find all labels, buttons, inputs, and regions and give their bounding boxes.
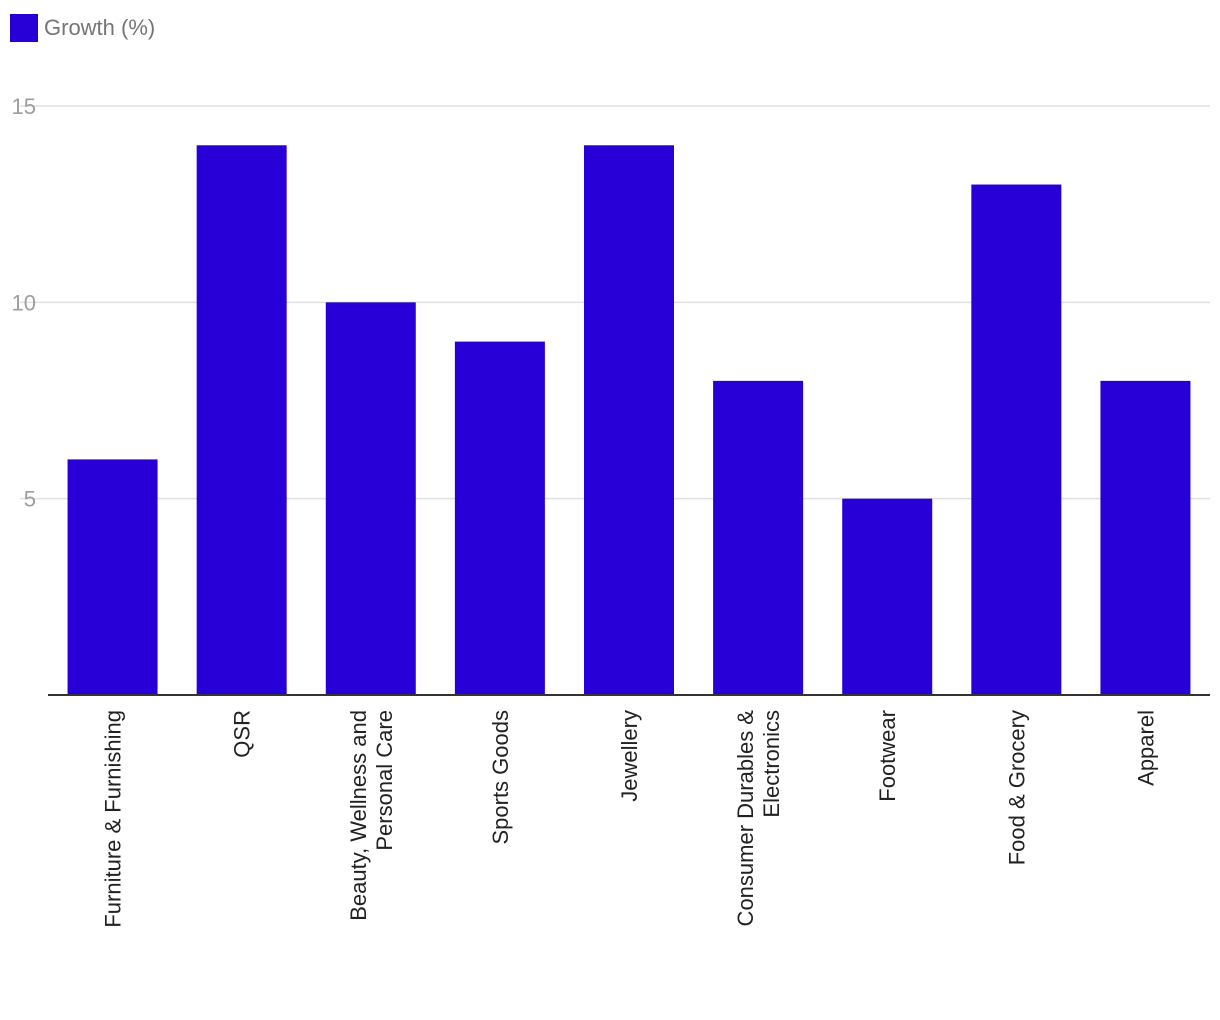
bar [1100,380,1191,695]
x-category-label: Footwear [875,710,900,802]
x-category-label: Sports Goods [488,710,513,845]
x-category-label: Furniture & Furnishing [101,710,126,928]
bar [584,145,674,695]
bar [325,302,416,695]
bar [713,380,804,695]
legend-label: Growth (%) [44,15,156,40]
bars [67,145,1191,696]
legend-swatch [10,14,38,42]
x-category-label: Personal Care [372,710,397,851]
bar [842,498,933,695]
x-category-label: Electronics [759,710,784,818]
x-category-label: QSR [230,710,255,758]
x-category-label: Consumer Durables & [733,710,758,927]
bar [454,341,545,695]
x-category-label: Apparel [1133,710,1158,786]
x-category-label: Jewellery [617,710,642,802]
y-tick-label: 15 [12,94,36,119]
y-axis-ticks: 5 10 15 [12,94,36,512]
legend: Growth (%) [10,14,155,42]
bar [971,184,1062,696]
y-tick-label: 5 [24,487,36,512]
x-category-label: Beauty, Wellness and [346,710,371,921]
x-category-label: Food & Grocery [1004,710,1029,865]
y-tick-label: 10 [12,290,36,315]
bar [67,459,158,695]
x-axis-category-labels: Furniture & Furnishing QSR Beauty, Wellnes… [101,710,1159,928]
bar [196,145,287,695]
